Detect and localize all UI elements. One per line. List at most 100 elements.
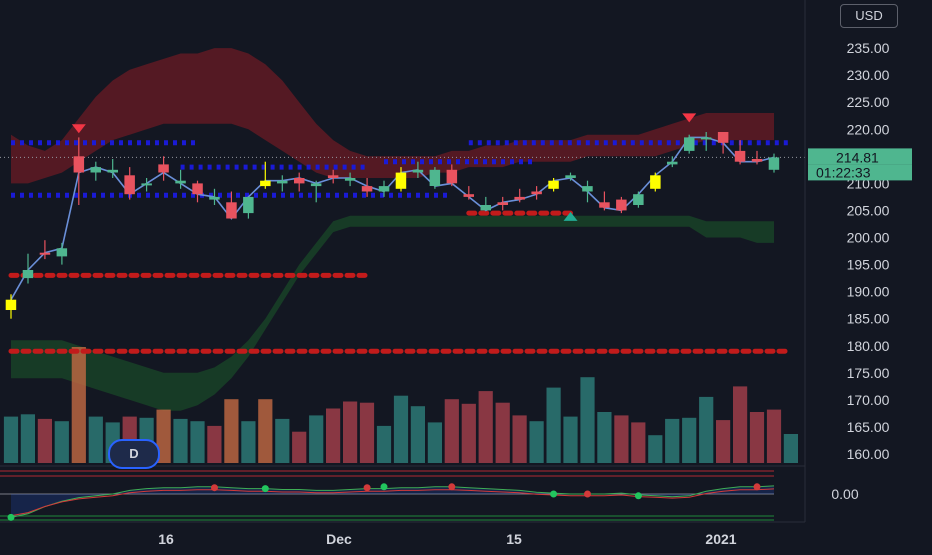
price-tick-label: 235.00 [847,40,890,56]
volume-bar [749,412,765,463]
volume-bar [156,409,171,463]
volume-bar [766,409,782,463]
currency-badge[interactable]: USD [840,4,898,28]
volume-bar [376,425,392,463]
candle [158,156,169,181]
volume-layer [3,347,798,463]
candle [768,153,780,173]
candle-body [717,132,729,143]
volume-bar [173,418,188,463]
price-tick-label: 165.00 [847,419,890,435]
volume-bar [783,434,798,463]
candle-body [226,202,237,219]
osc-fast-line [10,485,775,518]
volume-bar [699,396,714,463]
osc-tick-label: 0.00 [831,486,858,502]
time-tick-label: 2021 [705,531,736,547]
candle [650,172,661,192]
candle-body [395,172,407,189]
volume-bar [54,421,69,463]
candle-body [412,169,424,173]
price-tick-label: 190.00 [847,284,890,300]
candle-body [599,202,610,208]
candle [734,140,746,165]
candle-body [141,183,152,186]
candle-body [734,150,746,162]
candle [192,180,203,203]
candle [700,132,712,151]
volume-bar [3,416,19,463]
markers-layer [71,113,697,221]
volume-bar [393,395,409,463]
volume-bar [326,408,341,463]
volume-bar [343,401,358,463]
countdown-badge [808,164,912,181]
candle-body [158,164,169,173]
volume-bar [495,402,510,463]
candle-body [582,186,593,192]
candle [684,134,695,154]
candles-layer[interactable] [5,132,780,319]
candle-body [294,178,305,184]
osc-cross-dot [584,490,591,498]
price-tick-label: 160.00 [847,446,890,462]
volume-bar [292,431,307,463]
candle [531,186,542,200]
volume-bar [190,421,205,463]
volume-bar [512,415,527,463]
candle-body [277,180,288,184]
volume-bar [275,418,290,463]
candle-body [650,175,661,189]
volume-bar [529,421,544,463]
volume-bar [614,415,629,463]
candle-body [768,157,780,170]
candle [327,169,339,184]
interval-badge[interactable]: D [108,439,160,469]
time-tick-label: 16 [158,531,174,547]
volume-bar [597,412,612,463]
axes-layer: 160.00165.00170.00175.00180.00185.00190.… [0,0,912,547]
candle-body [361,186,373,192]
candle [344,172,356,187]
volume-bar [682,417,697,463]
candle-body [429,169,441,186]
candle [22,253,34,284]
candle [395,167,407,192]
candle-body [124,175,135,195]
volume-bar [241,421,256,463]
osc-cross-dot [363,484,371,492]
candle [39,240,51,260]
candle-body [700,137,712,140]
candle [548,178,559,192]
volume-bar [444,399,459,463]
candle-body [548,180,559,189]
candle-body [175,180,186,184]
candle-body [446,169,458,184]
price-tick-label: 220.00 [847,121,890,137]
volume-bar [546,387,561,463]
price-tick-label: 175.00 [847,365,890,381]
levels-layer [0,140,805,354]
volume-bar [309,415,324,463]
price-tick-label: 195.00 [847,257,890,273]
candle-body [243,196,254,214]
volume-bar [224,399,239,463]
price-tick-label: 200.00 [847,230,890,246]
candle-body [327,175,339,178]
candle [565,172,576,181]
candle [751,150,763,165]
osc-cross-dot [261,485,269,493]
candle-body [378,186,390,192]
time-tick-label: 15 [506,531,522,547]
sell-marker [71,124,86,134]
osc-cross-dot [211,484,218,492]
candle [582,180,593,203]
candle [141,178,152,192]
candle [124,167,135,200]
candle-body [39,252,51,255]
volume-bar [478,391,493,463]
candle-body [751,159,763,162]
candle [480,196,491,211]
candle-body [260,180,271,187]
